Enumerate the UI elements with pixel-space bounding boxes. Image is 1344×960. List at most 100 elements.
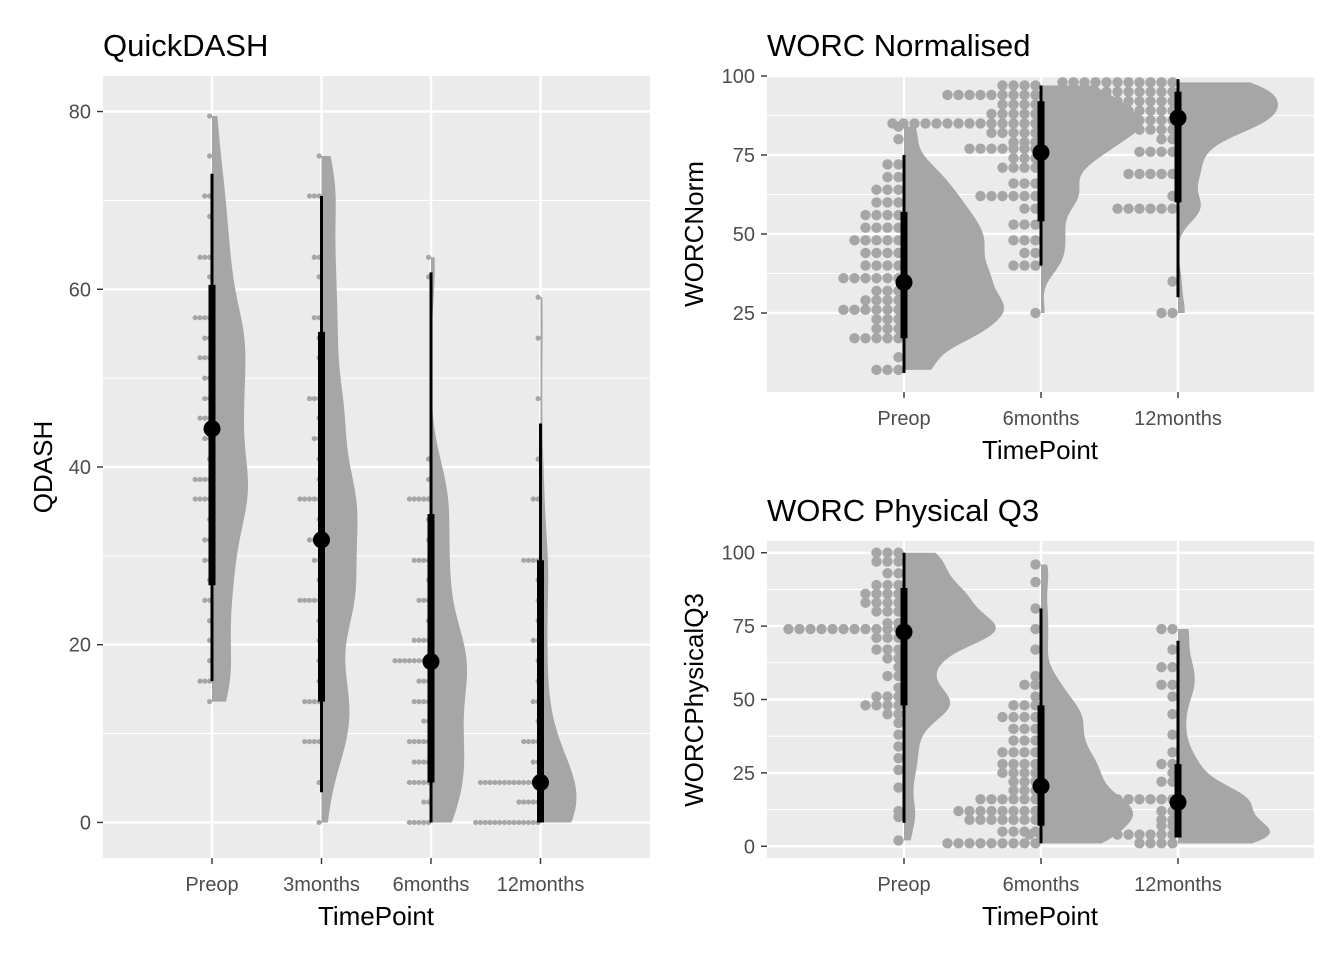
data-point — [1156, 838, 1167, 849]
data-point — [1030, 838, 1041, 849]
data-point — [860, 260, 871, 271]
data-point — [882, 260, 893, 271]
data-point — [1019, 747, 1030, 758]
x-tick-label: Preop — [877, 874, 930, 896]
data-point — [192, 496, 198, 502]
data-point — [516, 819, 522, 826]
data-point — [882, 222, 893, 233]
data-point — [530, 759, 536, 765]
data-point — [1156, 168, 1167, 180]
x-tick-label: 12months — [497, 874, 585, 896]
data-point — [805, 623, 816, 635]
data-point — [882, 588, 893, 600]
data-point — [1156, 203, 1167, 214]
data-point — [953, 838, 964, 849]
data-point — [411, 637, 417, 643]
data-point — [1145, 115, 1156, 126]
data-point — [893, 568, 904, 579]
data-point — [1101, 96, 1112, 107]
data-point — [882, 285, 893, 297]
density-cloud — [321, 155, 358, 823]
data-point — [882, 247, 893, 259]
data-point — [1167, 276, 1178, 287]
data-point — [530, 557, 536, 563]
median-point — [203, 420, 221, 438]
data-point — [997, 826, 1008, 837]
data-point — [530, 637, 536, 643]
data-point — [1046, 794, 1057, 805]
data-point — [1145, 794, 1156, 805]
data-point — [202, 476, 208, 483]
data-point — [197, 415, 203, 421]
x-axis-title: TimePoint — [982, 901, 1099, 931]
data-point — [871, 644, 882, 655]
y-tick-label: 25 — [733, 303, 755, 325]
data-point — [411, 557, 417, 563]
data-point — [197, 496, 203, 502]
data-point — [202, 355, 208, 361]
data-point — [997, 89, 1008, 101]
data-point — [1008, 735, 1019, 746]
data-point — [306, 395, 313, 402]
y-tick-labels: 25 50 75 100 — [722, 66, 767, 325]
data-point — [849, 304, 860, 316]
data-point — [1008, 723, 1019, 735]
data-point — [882, 579, 893, 591]
data-point — [893, 717, 904, 729]
data-point — [1156, 86, 1167, 98]
data-point — [986, 814, 997, 826]
density-clouds — [212, 115, 577, 823]
data-point — [871, 606, 882, 617]
data-point — [521, 819, 527, 826]
data-point — [311, 254, 317, 260]
data-point — [535, 335, 541, 341]
data-point — [416, 759, 422, 765]
data-point — [893, 835, 904, 846]
data-point — [1068, 794, 1079, 805]
data-point — [1019, 814, 1030, 826]
data-point — [871, 579, 882, 591]
data-point — [975, 143, 986, 154]
data-point — [997, 80, 1008, 91]
y-tick-label: 80 — [69, 102, 91, 124]
data-point — [953, 89, 964, 101]
data-point — [887, 118, 898, 129]
data-point — [986, 108, 997, 120]
data-point — [871, 247, 882, 259]
data-point — [893, 134, 904, 145]
data-point — [1123, 115, 1134, 126]
data-point — [909, 118, 920, 129]
data-point — [207, 699, 213, 705]
data-point — [871, 700, 882, 711]
data-point — [1008, 127, 1019, 139]
data-point — [421, 799, 427, 805]
data-point — [1008, 814, 1019, 826]
data-point — [1123, 77, 1134, 88]
panel-title: QuickDASH — [103, 28, 268, 63]
data-point — [421, 718, 427, 724]
density-cloud — [540, 297, 577, 823]
panel-title: WORC Physical Q3 — [767, 493, 1039, 528]
data-point — [1008, 190, 1019, 202]
data-point — [530, 699, 536, 705]
data-point — [893, 708, 904, 720]
data-point — [1030, 307, 1041, 319]
data-point — [1068, 77, 1079, 88]
interval-bars — [203, 173, 549, 823]
y-tick-label: 40 — [69, 457, 91, 479]
data-point — [1167, 691, 1178, 702]
data-point — [202, 597, 208, 603]
data-point — [1167, 623, 1178, 635]
data-point — [1030, 260, 1041, 271]
data-point — [1145, 829, 1156, 840]
data-point — [297, 496, 303, 502]
x-axis-title: TimePoint — [982, 435, 1099, 465]
data-point — [1112, 124, 1123, 135]
median-point — [1169, 109, 1187, 127]
data-point — [986, 89, 997, 101]
data-point — [997, 127, 1008, 139]
data-point — [1123, 203, 1134, 214]
data-point — [1008, 143, 1019, 154]
data-point — [1134, 96, 1145, 107]
data-point — [501, 779, 508, 786]
